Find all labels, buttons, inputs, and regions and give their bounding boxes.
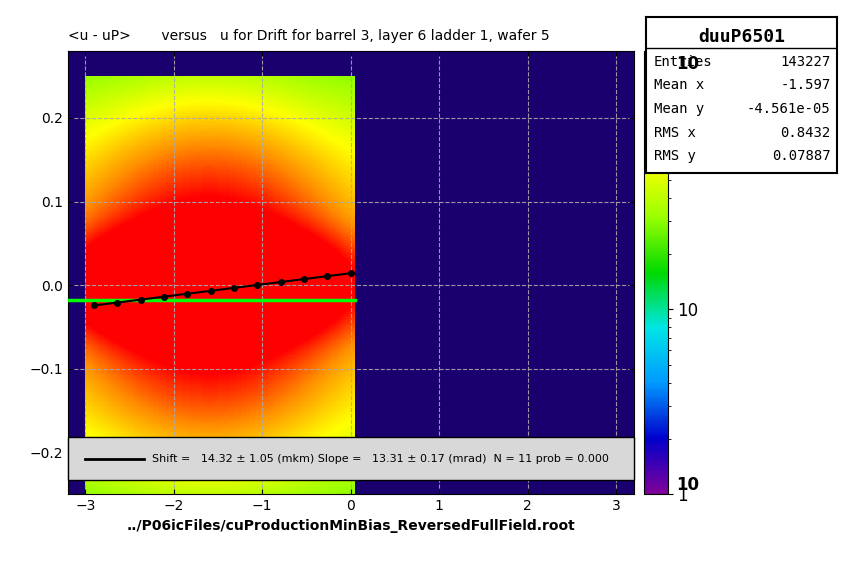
Text: Mean y: Mean y — [653, 102, 703, 116]
X-axis label: ../P06icFiles/cuProductionMinBias_ReversedFullField.root: ../P06icFiles/cuProductionMinBias_Revers… — [126, 519, 575, 533]
Text: <u - uP>       versus   u for Drift for barrel 3, layer 6 ladder 1, wafer 5: <u - uP> versus u for Drift for barrel 3… — [68, 29, 549, 43]
Text: Shift =   14.32 ± 1.05 (mkm) Slope =   13.31 ± 0.17 (mrad)  N = 11 prob = 0.000: Shift = 14.32 ± 1.05 (mkm) Slope = 13.31… — [152, 454, 609, 463]
Text: 10: 10 — [675, 56, 698, 73]
Text: -1.597: -1.597 — [780, 78, 830, 92]
Text: Mean x: Mean x — [653, 78, 703, 92]
Text: 10: 10 — [675, 477, 698, 494]
Text: 143227: 143227 — [780, 55, 830, 69]
Text: RMS x: RMS x — [653, 126, 695, 140]
Text: -4.561e-05: -4.561e-05 — [746, 102, 830, 116]
Text: RMS y: RMS y — [653, 149, 695, 164]
Text: duuP6501: duuP6501 — [697, 28, 784, 46]
Text: Entries: Entries — [653, 55, 711, 69]
Text: 0.07887: 0.07887 — [771, 149, 830, 164]
Text: 0.8432: 0.8432 — [780, 126, 830, 140]
